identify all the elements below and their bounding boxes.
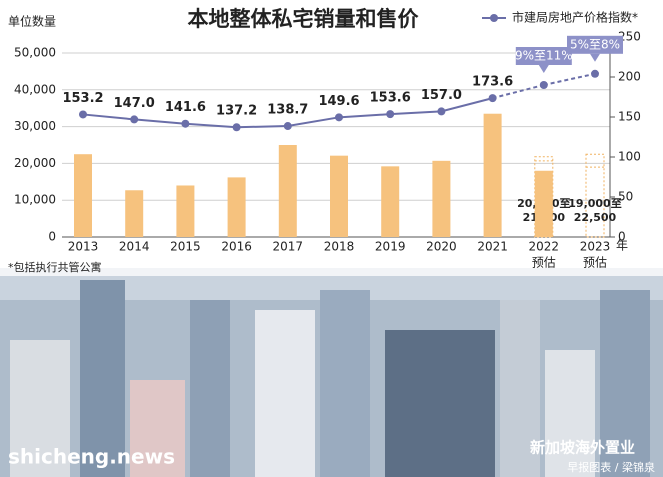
x-tick-label: 2022: [529, 240, 560, 254]
footnote: *包括执行共管公寓: [8, 260, 102, 274]
y2-tick-label: 250: [618, 30, 641, 44]
x-tick-label: 2023: [580, 240, 611, 254]
line-point: [539, 81, 548, 89]
chart-title: 本地整体私宅销量和售价: [188, 7, 420, 31]
y2-tick-label: 100: [618, 150, 641, 164]
x-tick-label: 2021: [477, 240, 508, 254]
value-label: 141.6: [165, 100, 206, 115]
bar: [74, 154, 92, 237]
x-axis-unit: 年: [616, 239, 628, 253]
annotation: 9%至11%: [515, 49, 573, 63]
x-tick-label: 2019: [375, 240, 406, 254]
line-point: [488, 94, 497, 103]
line-point: [386, 110, 395, 119]
annotation: 5%至8%: [570, 37, 620, 51]
value-label: 153.2: [62, 91, 103, 106]
bar: [176, 185, 195, 237]
value-label: 149.6: [318, 94, 359, 109]
bar: [381, 166, 400, 237]
estimate-note: 预估: [583, 256, 607, 270]
bar: [227, 177, 246, 237]
value-label: 138.7: [267, 103, 308, 118]
legend-label: 市建局房地产价格指数*: [512, 10, 638, 25]
y-tick-label: 10,000: [14, 193, 56, 207]
line-point: [130, 115, 139, 124]
x-tick-label: 2015: [170, 240, 201, 254]
y-tick-label: 0: [48, 230, 56, 244]
x-tick-label: 2014: [119, 240, 150, 254]
annotation-box: [567, 35, 623, 54]
bar: [330, 155, 348, 237]
estimate-note: 预估: [532, 256, 556, 270]
bar: [125, 190, 144, 237]
line-point: [181, 119, 190, 128]
credit: 早报图表 / 梁锦泉: [567, 460, 655, 474]
watermark: shicheng.news: [8, 445, 175, 469]
y-tick-label: 40,000: [14, 82, 56, 96]
line-point: [437, 107, 446, 116]
bar: [483, 113, 502, 237]
y-tick-label: 30,000: [14, 119, 56, 133]
x-tick-label: 2018: [324, 240, 355, 254]
y2-tick-label: 150: [618, 110, 641, 124]
y2-tick-label: 200: [618, 70, 641, 84]
line-point: [283, 122, 292, 131]
line-point: [79, 110, 87, 119]
y-tick-label: 50,000: [14, 46, 56, 60]
y2-tick-label: 50: [618, 190, 633, 204]
line-point: [232, 123, 241, 132]
estimate-range: [585, 153, 605, 238]
value-label: 147.0: [114, 96, 155, 111]
price-line: [543, 72, 596, 86]
annotation-pointer: [538, 65, 549, 73]
x-tick-label: 2013: [68, 240, 99, 254]
legend-dot: [490, 14, 498, 22]
y-tick-label: 20,000: [14, 156, 56, 170]
y2-tick-label: 0: [618, 230, 626, 244]
x-tick-label: 2020: [426, 240, 457, 254]
bar: [534, 170, 553, 237]
y-axis-label: 单位数量: [8, 14, 56, 29]
estimate-label: 19,000至: [568, 197, 621, 210]
estimate-label: 22,500: [574, 211, 617, 224]
line-point: [335, 113, 343, 122]
watermark: 新加坡海外置业: [530, 439, 635, 457]
x-tick-label: 2017: [273, 240, 304, 254]
value-label: 157.0: [421, 88, 462, 103]
value-label: 137.2: [216, 104, 257, 119]
line-point: [591, 69, 599, 78]
bar: [278, 145, 297, 237]
annotation-box: [515, 47, 572, 65]
x-tick-label: 2016: [221, 240, 252, 254]
value-label: 153.6: [370, 91, 411, 106]
value-label: 173.6: [472, 75, 513, 90]
line-connector: [492, 84, 545, 100]
bar: [432, 160, 451, 237]
annotation-pointer: [590, 53, 600, 62]
